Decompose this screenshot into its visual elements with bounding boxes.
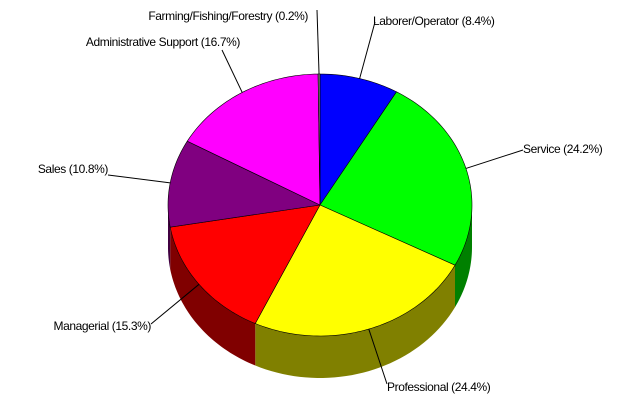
slice xyxy=(169,204,321,324)
leader-line xyxy=(107,174,171,184)
slice-label: Laborer/Operator (8.4%) xyxy=(373,14,495,28)
slice-label: Service (24.2%) xyxy=(523,142,603,156)
slice xyxy=(317,73,321,206)
slice-label: Farming/Fishing/Forestry (0.2%) xyxy=(148,9,308,23)
slice-side xyxy=(170,227,256,366)
slice-label: Managerial (15.3%) xyxy=(53,319,151,333)
slice xyxy=(167,140,322,228)
slice-label: Professional (24.4%) xyxy=(387,380,491,394)
slice-label: Administrative Support (16.7%) xyxy=(86,35,240,49)
slice-side xyxy=(454,205,472,308)
leader-line xyxy=(368,328,388,385)
leader-line xyxy=(359,21,376,79)
slice-label: Sales (10.8%) xyxy=(38,162,109,176)
leader-line xyxy=(316,9,320,75)
leader-line xyxy=(221,49,243,93)
slice-side xyxy=(168,205,171,270)
slice xyxy=(254,204,456,337)
slice-side xyxy=(255,265,455,378)
leader-line xyxy=(150,283,200,325)
leader-line xyxy=(465,149,524,169)
